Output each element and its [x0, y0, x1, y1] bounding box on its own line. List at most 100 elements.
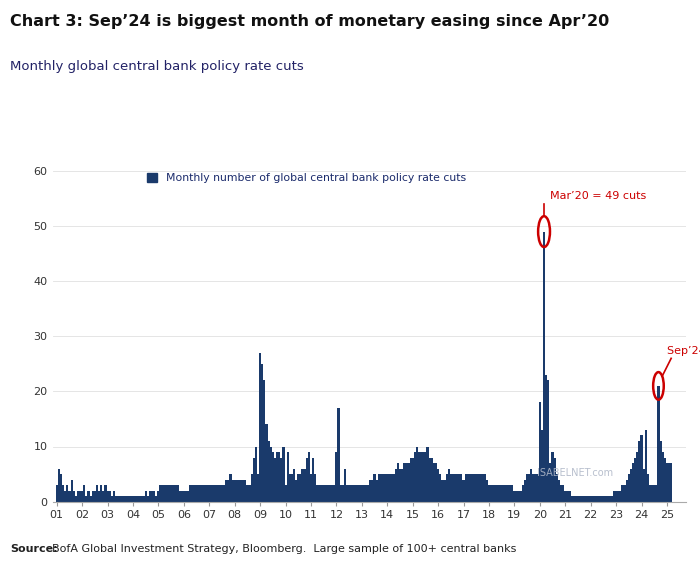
Bar — [437, 469, 439, 502]
Bar — [370, 479, 372, 502]
Bar — [594, 496, 596, 502]
Bar — [199, 485, 202, 502]
Bar — [473, 474, 475, 502]
Bar — [225, 479, 228, 502]
Bar — [630, 469, 632, 502]
Bar — [441, 479, 443, 502]
Bar — [410, 458, 412, 502]
Bar — [125, 496, 127, 502]
Bar — [566, 491, 568, 502]
Bar — [113, 491, 115, 502]
Bar — [376, 479, 378, 502]
Bar — [477, 474, 480, 502]
Bar — [115, 496, 117, 502]
Bar — [141, 496, 143, 502]
Bar — [342, 485, 344, 502]
Text: Chart 3: Sep’24 is biggest month of monetary easing since Apr’20: Chart 3: Sep’24 is biggest month of mone… — [10, 14, 610, 29]
Bar — [221, 485, 223, 502]
Bar — [522, 485, 524, 502]
Bar — [304, 469, 306, 502]
Bar — [185, 491, 187, 502]
Bar — [393, 474, 395, 502]
Bar — [515, 491, 517, 502]
Bar — [604, 496, 606, 502]
Bar — [143, 496, 145, 502]
Bar — [158, 491, 160, 502]
Bar — [298, 474, 300, 502]
Bar — [66, 485, 69, 502]
Bar — [640, 435, 643, 502]
Bar — [83, 485, 85, 502]
Bar — [90, 496, 92, 502]
Bar — [176, 485, 178, 502]
Bar — [587, 496, 589, 502]
Bar — [291, 474, 293, 502]
Bar — [632, 463, 634, 502]
Bar — [664, 458, 666, 502]
Bar — [535, 474, 537, 502]
Bar — [517, 491, 519, 502]
Bar — [261, 364, 263, 502]
Bar — [278, 452, 280, 502]
Bar — [531, 469, 533, 502]
Bar — [547, 380, 550, 502]
Bar — [327, 485, 329, 502]
Bar — [329, 485, 331, 502]
Bar — [573, 496, 575, 502]
Bar — [248, 485, 251, 502]
Bar — [308, 452, 310, 502]
Bar — [562, 485, 564, 502]
Bar — [130, 496, 132, 502]
Bar — [456, 474, 459, 502]
Bar — [568, 491, 570, 502]
Bar — [230, 474, 232, 502]
Bar — [151, 491, 153, 502]
Bar — [454, 474, 456, 502]
Bar — [583, 496, 585, 502]
Bar — [386, 474, 389, 502]
Bar — [280, 458, 282, 502]
Bar — [513, 491, 515, 502]
Bar — [552, 452, 554, 502]
Bar — [100, 485, 102, 502]
Bar — [380, 474, 382, 502]
Bar — [511, 485, 513, 502]
Bar — [121, 496, 123, 502]
Bar — [314, 474, 316, 502]
Bar — [666, 463, 668, 502]
Bar — [306, 458, 308, 502]
Bar — [251, 474, 253, 502]
Bar — [577, 496, 579, 502]
Bar — [360, 485, 363, 502]
Bar — [344, 469, 346, 502]
Bar — [323, 485, 325, 502]
Text: Mar’20 = 49 cuts: Mar’20 = 49 cuts — [550, 192, 647, 201]
Bar — [174, 485, 176, 502]
Bar — [395, 469, 397, 502]
Bar — [622, 485, 624, 502]
Bar — [422, 452, 424, 502]
Bar — [609, 496, 611, 502]
Bar — [615, 491, 617, 502]
Bar — [365, 485, 367, 502]
Bar — [397, 463, 399, 502]
Bar — [490, 485, 492, 502]
Bar — [58, 469, 60, 502]
Bar — [134, 496, 136, 502]
Bar — [183, 491, 185, 502]
Bar — [223, 485, 225, 502]
Bar — [119, 496, 121, 502]
Text: ISABELNET.com: ISABELNET.com — [537, 469, 613, 478]
Bar — [589, 496, 592, 502]
Bar — [613, 491, 615, 502]
Bar — [77, 491, 79, 502]
Bar — [636, 452, 638, 502]
Bar — [407, 463, 410, 502]
Bar — [405, 463, 407, 502]
Bar — [240, 479, 242, 502]
Bar — [108, 491, 111, 502]
Bar — [575, 496, 577, 502]
Bar — [384, 474, 386, 502]
Bar — [560, 485, 562, 502]
Bar — [219, 485, 221, 502]
